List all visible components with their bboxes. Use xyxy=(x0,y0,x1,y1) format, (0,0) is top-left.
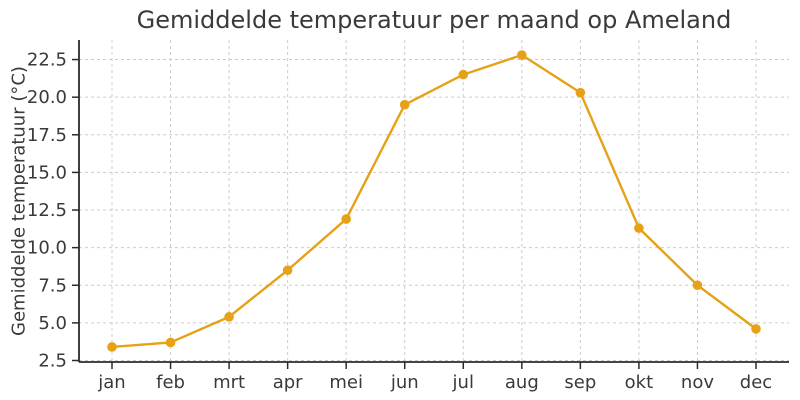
y-tick-label: 20.0 xyxy=(27,87,67,108)
x-tick-label: nov xyxy=(681,372,714,393)
data-point-mei xyxy=(341,214,351,224)
x-tick-label: mrt xyxy=(213,372,245,393)
data-point-okt xyxy=(634,223,644,233)
y-tick-label: 2.5 xyxy=(38,350,67,371)
y-tick-label: 22.5 xyxy=(27,50,67,71)
data-point-mrt xyxy=(224,312,234,322)
data-point-jan xyxy=(107,342,117,352)
data-point-nov xyxy=(692,280,703,291)
x-tick-label: apr xyxy=(273,372,303,393)
y-tick-label: 15.0 xyxy=(27,162,67,183)
x-tick-label: feb xyxy=(156,372,185,393)
data-point-jul xyxy=(458,69,469,80)
data-point-aug xyxy=(517,50,527,60)
chart-title: Gemiddelde temperatuur per maand op Amel… xyxy=(136,6,732,34)
data-point-apr xyxy=(282,265,293,276)
temperature-line xyxy=(110,53,758,349)
y-tick-label: 5.0 xyxy=(38,313,67,334)
data-point-jun xyxy=(399,99,410,110)
x-tick-label: jun xyxy=(390,372,419,393)
y-tick-label: 12.5 xyxy=(27,200,67,221)
y-tick-label: 10.0 xyxy=(27,238,67,259)
data-point-dec xyxy=(751,324,761,334)
x-tick-label: okt xyxy=(625,372,654,393)
x-tick-label: sep xyxy=(564,372,596,393)
y-tick-label: 7.5 xyxy=(38,275,67,296)
x-tick-label: aug xyxy=(505,372,539,393)
x-tick-label: jan xyxy=(97,372,125,393)
x-tick-label: jul xyxy=(452,372,474,393)
x-tick-label: mei xyxy=(329,372,363,393)
data-point-sep xyxy=(575,87,586,98)
y-tick-label: 17.5 xyxy=(27,125,67,146)
data-point-feb xyxy=(165,337,176,348)
x-tick-label: dec xyxy=(740,372,772,393)
